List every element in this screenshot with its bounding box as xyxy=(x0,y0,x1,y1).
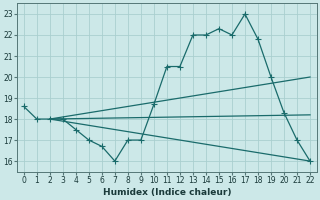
X-axis label: Humidex (Indice chaleur): Humidex (Indice chaleur) xyxy=(103,188,231,197)
